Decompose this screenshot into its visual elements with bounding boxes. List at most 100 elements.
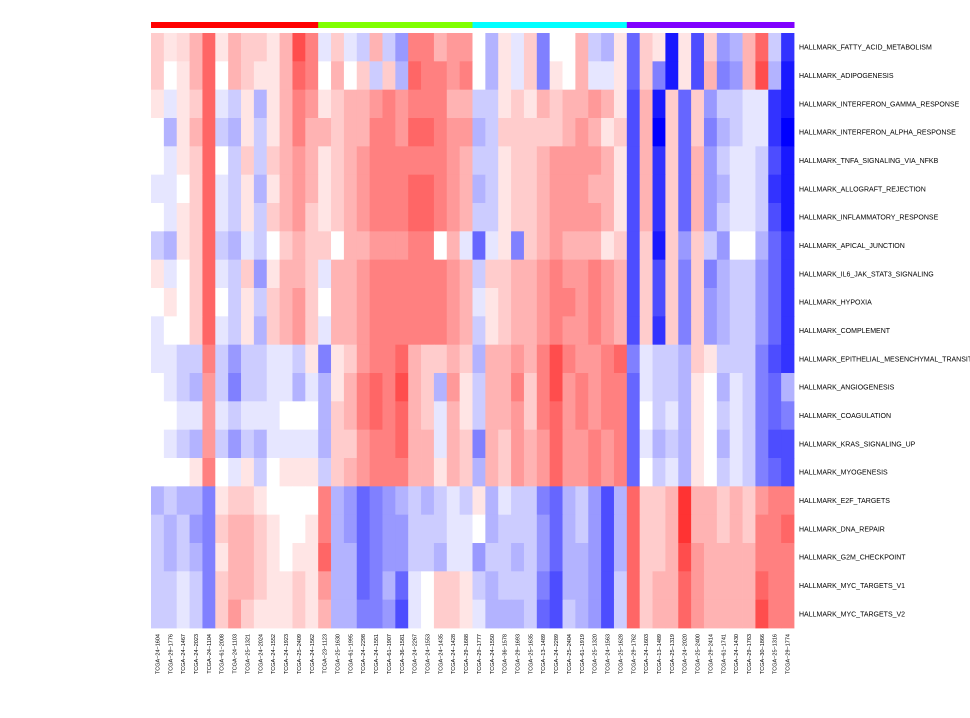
heatmap-cell	[498, 231, 512, 261]
heatmap-cell	[343, 571, 358, 601]
heatmap-cell	[266, 61, 280, 91]
heatmap-cell	[266, 458, 280, 487]
heatmap-cell	[523, 288, 538, 317]
heatmap-cell	[369, 203, 383, 232]
heatmap-cell	[331, 486, 345, 516]
heatmap-cell	[549, 429, 563, 459]
heatmap-cell	[241, 316, 255, 346]
heatmap-cell	[652, 259, 666, 289]
heatmap-cell	[626, 316, 641, 346]
heatmap-cell	[408, 146, 422, 176]
heatmap-cell	[626, 486, 641, 516]
heatmap-cell	[343, 401, 358, 431]
heatmap-cell	[189, 203, 203, 232]
heatmap-cell	[446, 373, 461, 402]
column-label: TCGA−29−1693	[516, 634, 522, 674]
heatmap-cell	[163, 401, 178, 431]
heatmap-cell	[652, 89, 666, 119]
heatmap-cell	[703, 33, 718, 62]
heatmap-cell	[742, 174, 756, 204]
heatmap-cell	[382, 203, 396, 232]
heatmap-cell	[446, 599, 461, 629]
heatmap-cell	[279, 344, 293, 374]
heatmap-cell	[408, 599, 422, 629]
row-label: HALLMARK_INTERFERON_ALPHA_RESPONSE	[799, 130, 956, 137]
heatmap-cell	[639, 174, 653, 204]
heatmap-cell	[266, 429, 280, 459]
heatmap-cell	[459, 599, 473, 629]
row-label: HALLMARK_EPITHELIAL_MESENCHYMAL_TRANSITI…	[799, 356, 970, 363]
heatmap-cell	[781, 316, 795, 346]
heatmap-cell	[241, 288, 255, 317]
heatmap-cell	[742, 61, 756, 91]
heatmap-cell	[575, 571, 589, 601]
heatmap-cell	[511, 486, 525, 516]
heatmap-cell	[266, 259, 280, 289]
heatmap-cell	[768, 33, 782, 62]
heatmap-cell	[485, 571, 499, 601]
heatmap-cell	[215, 571, 229, 601]
heatmap-cell	[331, 401, 345, 431]
heatmap-cell	[215, 543, 229, 572]
heatmap-cell	[485, 89, 499, 119]
heatmap-cell	[253, 231, 268, 261]
heatmap-cell	[433, 429, 448, 459]
heatmap-cell	[562, 373, 576, 402]
heatmap-cell	[459, 543, 473, 572]
heatmap-cell	[639, 373, 653, 402]
heatmap-cell	[768, 174, 782, 204]
heatmap-cell	[343, 89, 358, 119]
heatmap-cell	[151, 259, 165, 289]
heatmap-cell	[562, 543, 576, 572]
heatmap-cell	[626, 259, 641, 289]
heatmap-cell	[279, 174, 293, 204]
heatmap-cell	[279, 514, 293, 544]
heatmap-cell	[511, 344, 525, 374]
heatmap-cell	[292, 458, 306, 487]
heatmap-cell	[382, 146, 396, 176]
heatmap-cell	[536, 231, 551, 261]
heatmap-cell	[652, 146, 666, 176]
heatmap-cell	[446, 259, 461, 289]
heatmap-cell	[331, 231, 345, 261]
heatmap-cell	[292, 571, 306, 601]
heatmap-cell	[189, 89, 203, 119]
heatmap-cell	[768, 259, 782, 289]
heatmap-cell	[292, 89, 306, 119]
heatmap-cell	[395, 599, 409, 629]
heatmap-cell	[678, 599, 692, 629]
heatmap-cell	[318, 344, 332, 374]
heatmap-cell	[189, 486, 203, 516]
heatmap-cell	[755, 514, 769, 544]
heatmap-cell	[382, 259, 396, 289]
heatmap-cell	[408, 259, 422, 289]
heatmap-cell	[151, 33, 165, 62]
heatmap-cell	[703, 514, 718, 544]
heatmap-cell	[703, 118, 718, 147]
heatmap-cell	[472, 288, 486, 317]
heatmap-cell	[228, 174, 242, 204]
heatmap-cell	[665, 288, 679, 317]
heatmap-cell	[176, 203, 190, 232]
heatmap-cell	[228, 259, 242, 289]
heatmap-cell	[511, 571, 525, 601]
heatmap-cell	[356, 429, 371, 459]
heatmap-cell	[575, 118, 589, 147]
heatmap-cell	[626, 174, 641, 204]
heatmap-cell	[176, 288, 190, 317]
row-label: HALLMARK_TNFA_SIGNALING_VIA_NFKB	[799, 158, 939, 165]
column-label: TCGA−25−1316	[773, 634, 779, 674]
heatmap-cell	[691, 33, 705, 62]
heatmap-cell	[691, 344, 705, 374]
column-label: TCGA−25−2404	[567, 634, 573, 674]
heatmap-cell	[279, 61, 293, 91]
heatmap-cell	[781, 33, 795, 62]
heatmap-cell	[151, 458, 165, 487]
heatmap-cell	[253, 33, 268, 62]
heatmap-cell	[523, 118, 538, 147]
group-bar-segment-2	[318, 22, 473, 28]
heatmap-cell	[189, 61, 203, 91]
heatmap-cell	[408, 543, 422, 572]
heatmap-cell	[626, 344, 641, 374]
heatmap-cell	[716, 33, 731, 62]
